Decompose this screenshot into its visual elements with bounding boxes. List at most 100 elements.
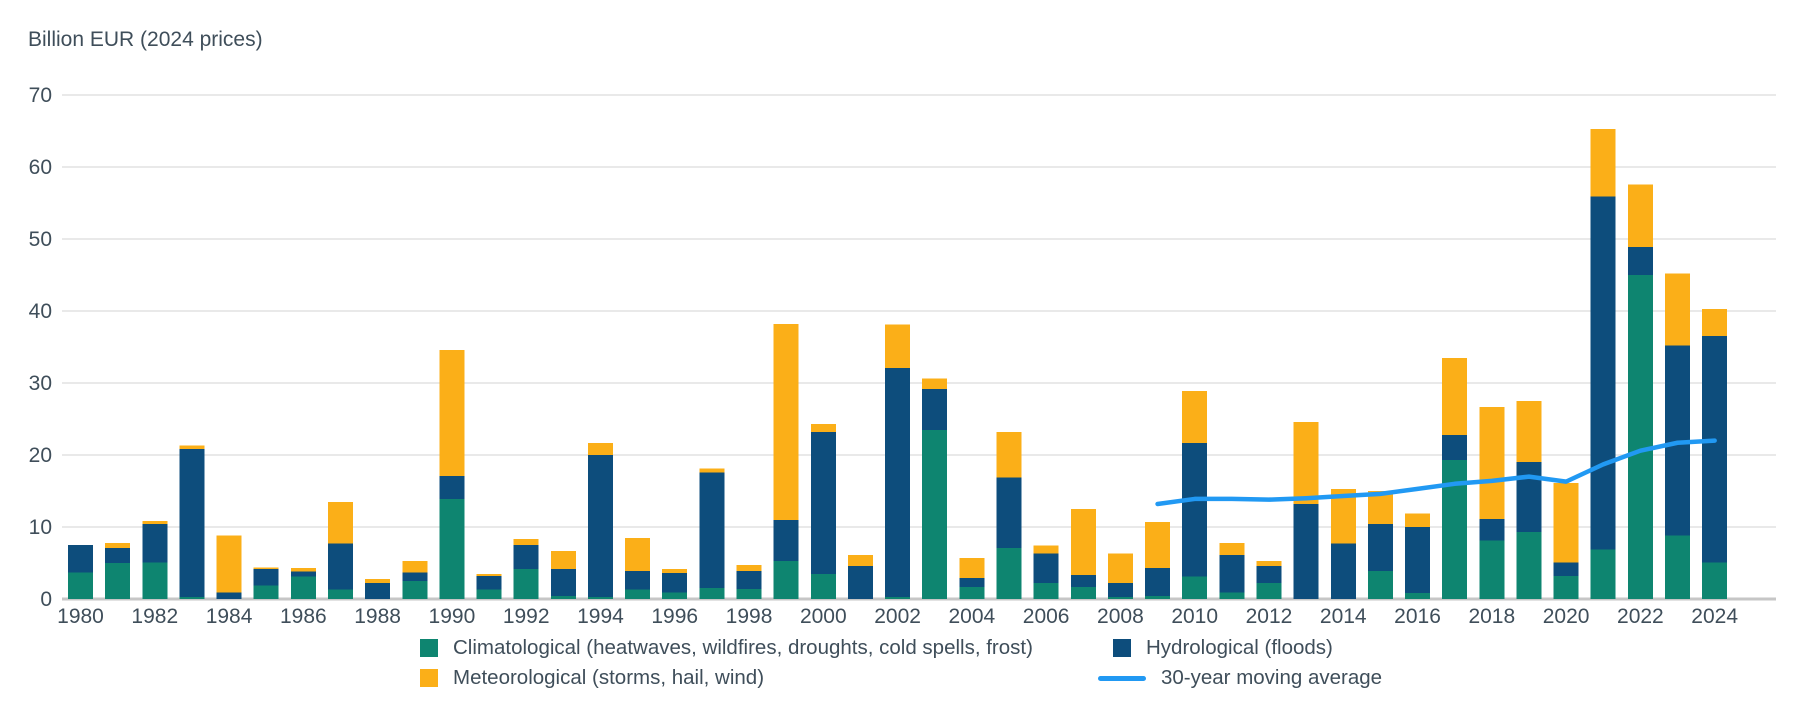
bar-1997-hydrological [699, 472, 725, 589]
x-tick-label: 2004 [949, 605, 996, 628]
legend-item-meteorological: Meteorological (storms, hail, wind) [420, 666, 764, 690]
x-tick-label: 1996 [651, 605, 698, 628]
bar-2016-meteorological [1405, 513, 1431, 527]
bar-1991-meteorological [476, 573, 502, 576]
bar-2002-meteorological [885, 324, 911, 368]
bar-2003-hydrological [922, 388, 948, 430]
bar-2022-meteorological [1627, 184, 1653, 247]
bar-2021-meteorological [1590, 128, 1616, 197]
x-tick-label: 2014 [1320, 605, 1367, 628]
bar-2012-climatological [1256, 583, 1282, 599]
y-tick-label: 10 [29, 516, 52, 539]
bar-2018-meteorological [1479, 406, 1505, 520]
bar-1996-meteorological [662, 568, 688, 574]
legend-item-hydrological: Hydrological (floods) [1113, 636, 1333, 660]
legend-item-climatological: Climatological (heatwaves, wildfires, dr… [420, 636, 1033, 660]
bar-1987-hydrological [327, 543, 353, 590]
x-tick-label: 1982 [131, 605, 178, 628]
bar-1984-meteorological [216, 535, 242, 593]
x-tick-label: 2008 [1097, 605, 1144, 628]
x-tick-label: 1998 [726, 605, 773, 628]
bar-1982-climatological [142, 562, 168, 599]
bar-2009-climatological [1145, 596, 1171, 599]
bar-1996-hydrological [662, 573, 688, 593]
bar-2002-hydrological [885, 367, 911, 597]
bar-1981-hydrological [105, 547, 131, 563]
hydrological-swatch-icon [1113, 639, 1131, 657]
bar-1994-hydrological [587, 455, 613, 597]
bar-2006-climatological [1033, 583, 1059, 599]
bar-2003-climatological [922, 429, 948, 599]
bar-2020-climatological [1553, 575, 1579, 599]
bar-1986-meteorological [290, 568, 316, 572]
bar-1997-meteorological [699, 468, 725, 473]
legend-item-moving-average: 30-year moving average [1098, 666, 1382, 690]
bar-2007-climatological [1070, 586, 1096, 599]
bar-1993-climatological [550, 596, 576, 599]
bar-2019-meteorological [1516, 401, 1542, 463]
bar-1985-climatological [253, 585, 279, 599]
bar-2007-meteorological [1070, 509, 1096, 576]
bar-2015-climatological [1367, 570, 1393, 599]
x-tick-label: 1980 [57, 605, 104, 628]
bar-2005-climatological [996, 547, 1022, 599]
bar-1988-meteorological [365, 578, 391, 584]
bar-2022-hydrological [1627, 246, 1653, 275]
bar-1990-hydrological [439, 475, 465, 499]
bar-1995-climatological [625, 589, 651, 599]
bar-1999-meteorological [773, 323, 799, 520]
x-tick-label: 2002 [874, 605, 921, 628]
legend-label-moving-average: 30-year moving average [1161, 666, 1383, 689]
bar-1993-meteorological [550, 550, 576, 569]
bar-2013-meteorological [1293, 421, 1319, 504]
bar-2004-climatological [959, 586, 985, 599]
x-tick-label: 1990 [429, 605, 476, 628]
bar-2006-meteorological [1033, 545, 1059, 554]
bar-1987-meteorological [327, 501, 353, 544]
bar-1997-climatological [699, 588, 725, 599]
bar-2010-meteorological [1182, 390, 1208, 443]
x-tick-label: 1988 [354, 605, 401, 628]
bar-1992-meteorological [513, 539, 539, 545]
moving-average-line [1155, 438, 1717, 507]
bar-2021-climatological [1590, 549, 1616, 599]
bar-1998-hydrological [736, 570, 762, 589]
legend-label-meteorological: Meteorological (storms, hail, wind) [453, 666, 765, 689]
y-tick-label: 40 [29, 300, 52, 323]
bar-1991-hydrological [476, 575, 502, 590]
bar-1990-meteorological [439, 349, 465, 476]
bar-1994-climatological [587, 596, 613, 599]
bar-2021-hydrological [1590, 196, 1616, 550]
bar-2000-meteorological [810, 424, 836, 432]
bar-2022-climatological [1627, 275, 1653, 599]
y-tick-label: 50 [29, 228, 52, 251]
bar-1988-hydrological [365, 583, 391, 599]
x-tick-label: 2000 [800, 605, 847, 628]
x-tick-label: 2016 [1394, 605, 1441, 628]
bar-2011-meteorological [1219, 542, 1245, 556]
bar-1981-climatological [105, 563, 131, 599]
bar-2012-meteorological [1256, 560, 1282, 566]
x-tick-label: 2024 [1691, 605, 1738, 628]
bar-2000-hydrological [810, 431, 836, 574]
bar-2013-hydrological [1293, 503, 1319, 599]
bar-2008-hydrological [1107, 583, 1133, 597]
x-tick-label: 1992 [503, 605, 550, 628]
bar-2024-meteorological [1702, 308, 1728, 337]
bar-2009-hydrological [1145, 568, 1171, 597]
bar-2015-hydrological [1367, 524, 1393, 571]
x-tick-label: 2018 [1468, 605, 1515, 628]
bar-2008-climatological [1107, 596, 1133, 599]
bar-2024-hydrological [1702, 336, 1728, 563]
bar-2023-meteorological [1665, 273, 1691, 346]
x-tick-label: 1984 [206, 605, 253, 628]
bar-2005-meteorological [996, 431, 1022, 478]
bar-2001-meteorological [847, 555, 873, 566]
bar-2003-meteorological [922, 378, 948, 389]
bar-1995-hydrological [625, 570, 651, 590]
bar-1996-climatological [662, 592, 688, 599]
bar-2016-hydrological [1405, 527, 1431, 594]
y-tick-label: 30 [29, 372, 52, 395]
x-tick-label: 2010 [1171, 605, 1218, 628]
